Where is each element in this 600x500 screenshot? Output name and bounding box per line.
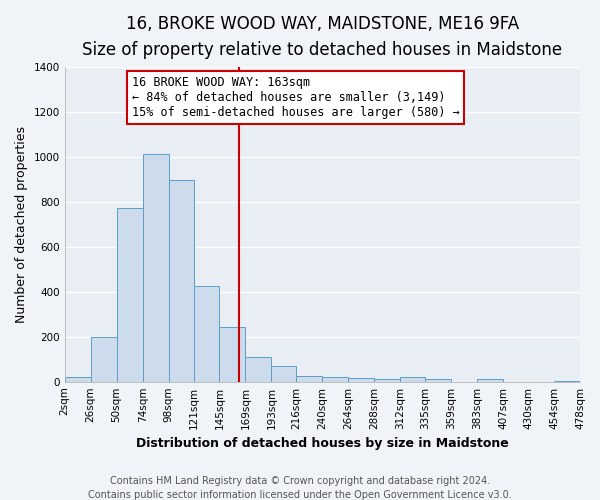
Text: 16 BROKE WOOD WAY: 163sqm
← 84% of detached houses are smaller (3,149)
15% of se: 16 BROKE WOOD WAY: 163sqm ← 84% of detac…: [131, 76, 460, 119]
Bar: [477, 380, 503, 382]
Bar: [169, 180, 193, 382]
X-axis label: Distribution of detached houses by size in Maidstone: Distribution of detached houses by size …: [136, 437, 509, 450]
Bar: [245, 357, 271, 382]
Y-axis label: Number of detached properties: Number of detached properties: [15, 126, 28, 322]
Bar: [91, 336, 116, 382]
Bar: [374, 380, 400, 382]
Bar: [554, 380, 580, 382]
Bar: [349, 378, 374, 382]
Bar: [400, 377, 425, 382]
Bar: [296, 376, 322, 382]
Bar: [220, 326, 245, 382]
Bar: [271, 366, 296, 382]
Bar: [65, 377, 91, 382]
Bar: [322, 377, 349, 382]
Bar: [116, 208, 143, 382]
Text: Contains HM Land Registry data © Crown copyright and database right 2024.
Contai: Contains HM Land Registry data © Crown c…: [88, 476, 512, 500]
Bar: [143, 154, 169, 382]
Bar: [425, 380, 451, 382]
Bar: [193, 286, 220, 382]
Title: 16, BROKE WOOD WAY, MAIDSTONE, ME16 9FA
Size of property relative to detached ho: 16, BROKE WOOD WAY, MAIDSTONE, ME16 9FA …: [82, 15, 562, 60]
